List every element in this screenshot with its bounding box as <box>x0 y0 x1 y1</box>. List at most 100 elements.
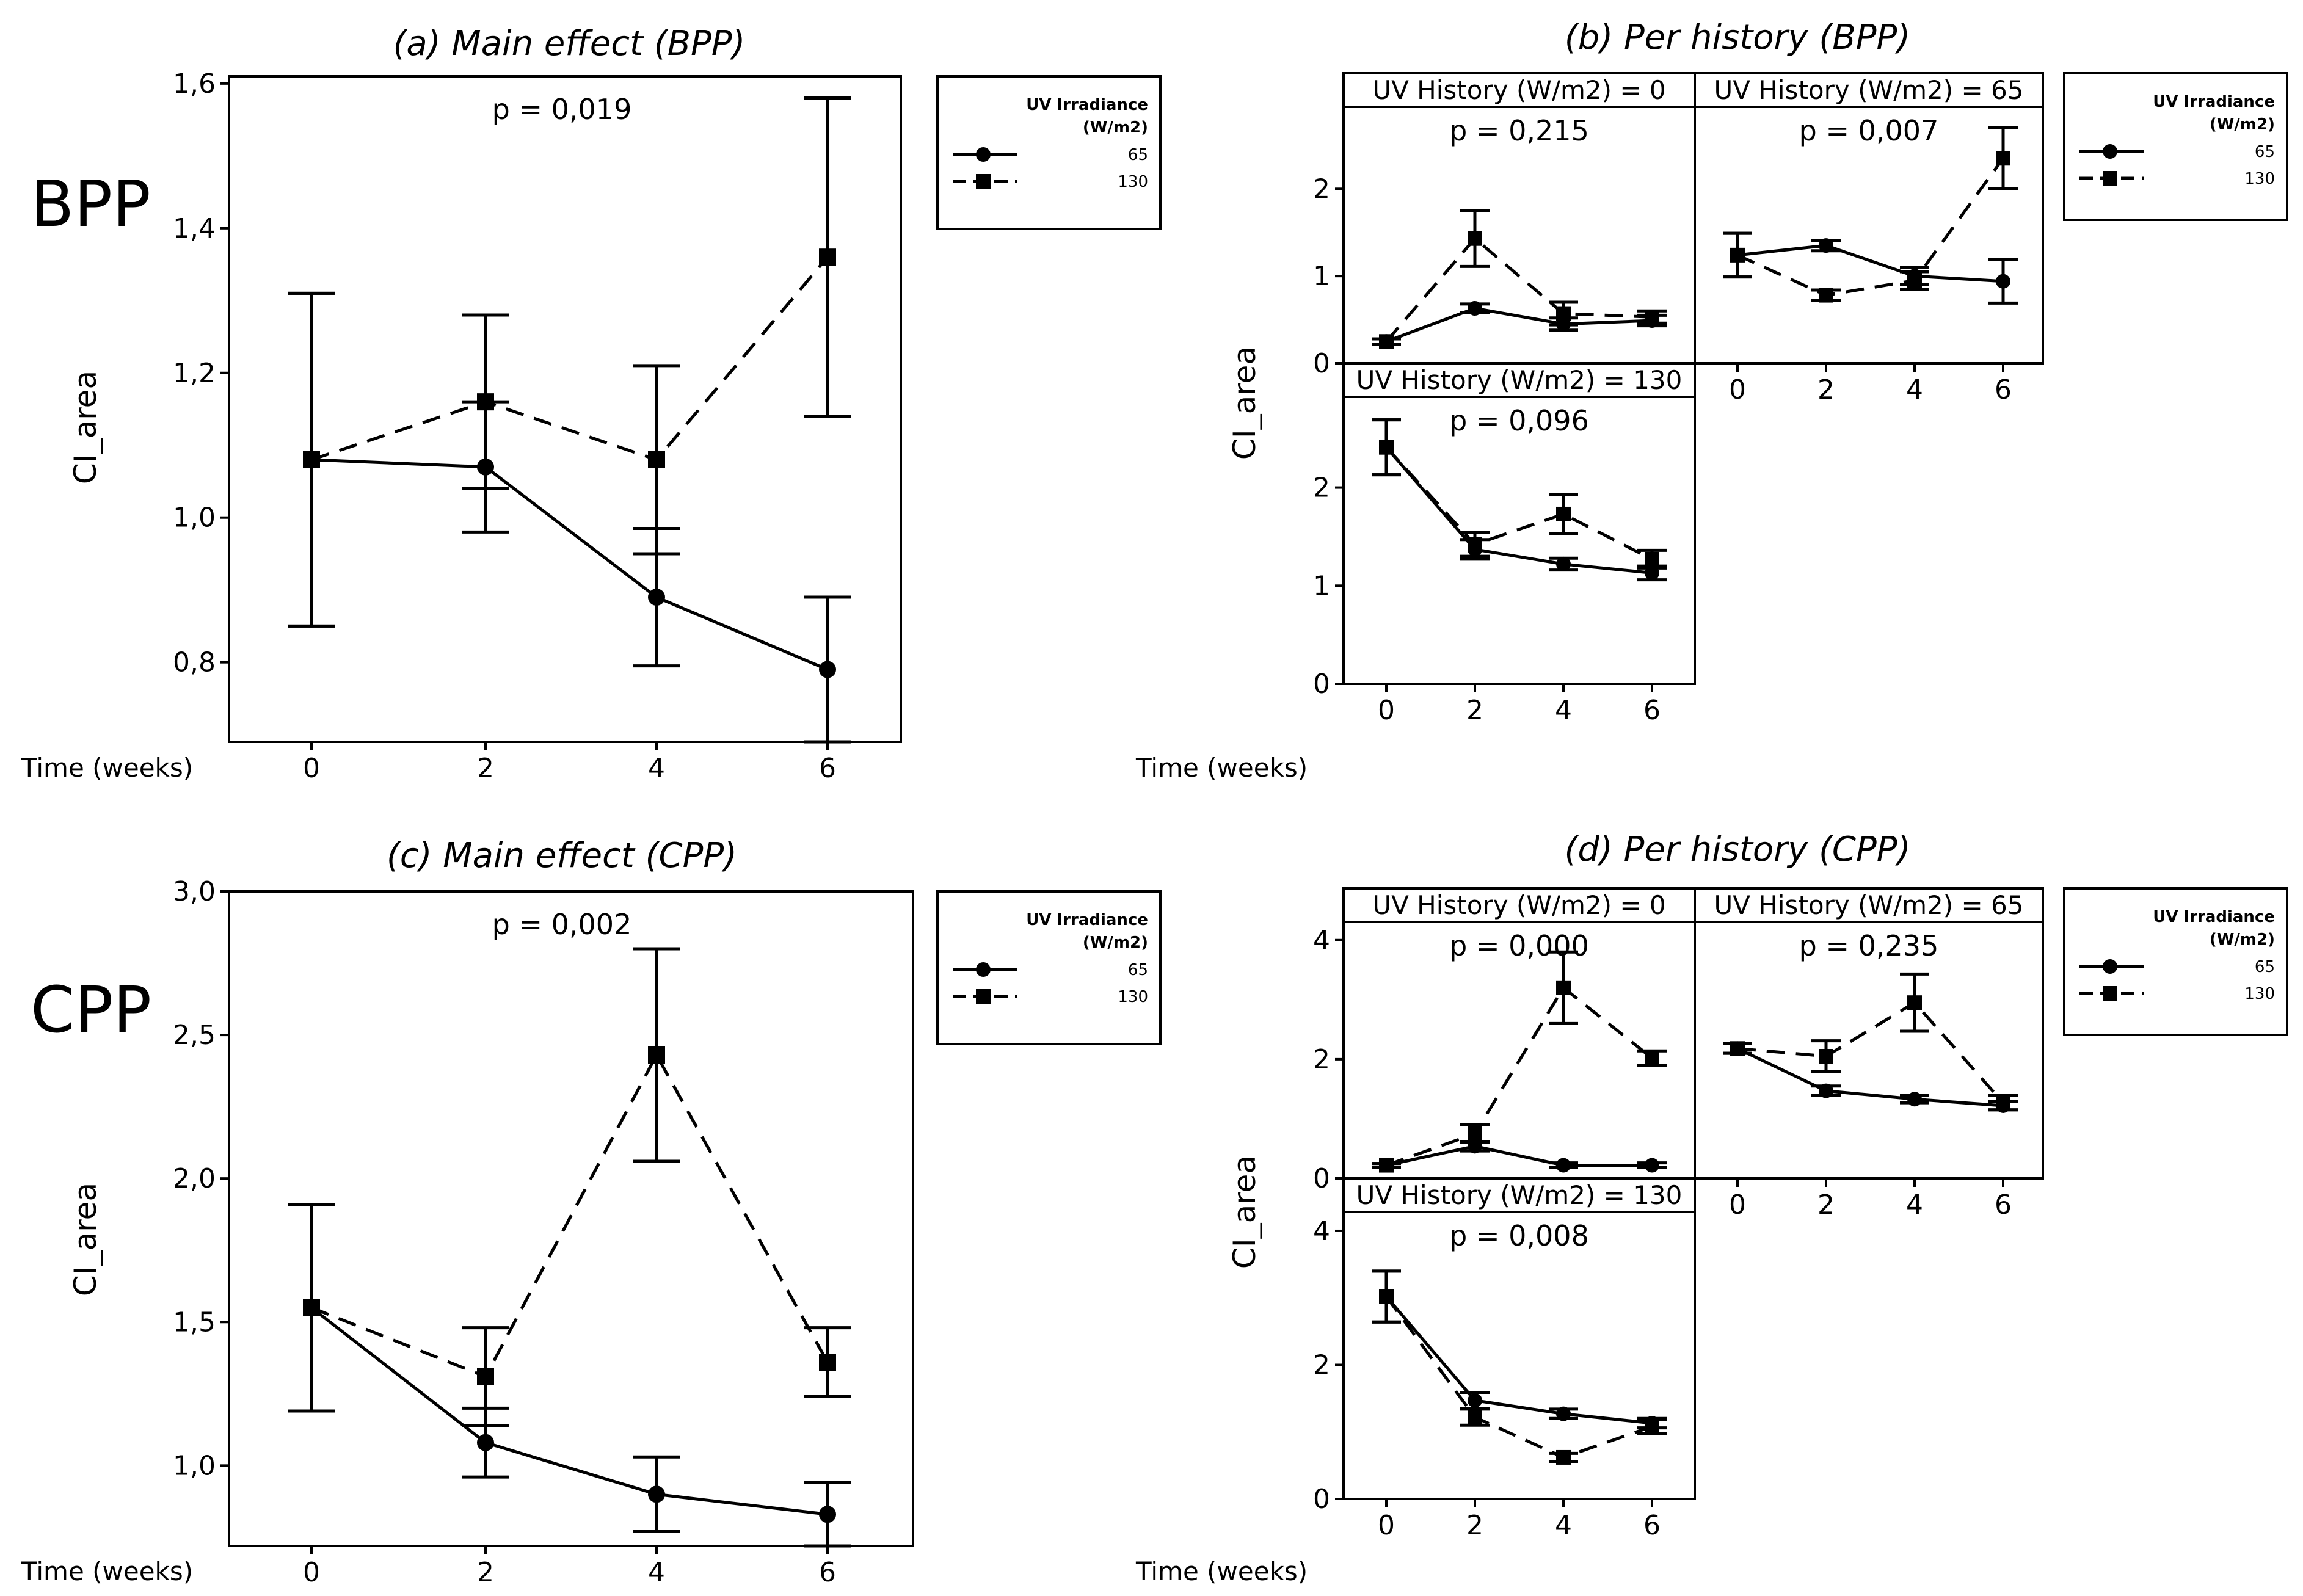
chart-d-panel-2-series-130-point-3 <box>1645 1419 1659 1434</box>
chart-d-panel-1-series-130-line <box>1737 1001 2004 1104</box>
chart-c-series-65-point-1 <box>477 1434 494 1451</box>
chart-b-panel-2-xtick-label-3: 6 <box>1643 695 1661 726</box>
chart-d-panel-1-series-130-point-1 <box>1819 1049 1833 1064</box>
chart-c-series-65-point-3 <box>819 1506 836 1523</box>
chart-c-xtick-label-0: 0 <box>303 1557 320 1588</box>
chart-d-panel-2-xtick-label-1: 2 <box>1466 1510 1483 1541</box>
chart-c-plot-frame <box>228 890 914 1547</box>
chart-b-legend-item-130: 130 <box>2244 170 2275 188</box>
chart-d-panel-0-series-130-point-0 <box>1379 1158 1394 1173</box>
chart-b-panel-0-series-65-point-1 <box>1468 301 1482 316</box>
chart-c-ytick-label-0: 1,0 <box>173 1450 216 1481</box>
chart-b-panel-2-series-130-point-1 <box>1468 537 1482 552</box>
chart-d-title: (d) Per history (CPP) <box>1565 830 1911 869</box>
row-label-bpp: BPP <box>31 167 151 241</box>
chart-a-plot-frame <box>228 75 902 743</box>
chart-b-panel-0-strip-label: UV History (W/m2) = 0 <box>1372 75 1665 105</box>
chart-d-panel-1-series-130-point-2 <box>1907 995 1922 1010</box>
chart-c-ytick-label-2: 2,0 <box>173 1163 216 1194</box>
chart-d-ylabel: CI_area <box>1227 1155 1262 1269</box>
chart-b-panel-0-ytick-label-1: 1 <box>1313 261 1330 292</box>
chart-b-panel-2-xtick-label-1: 2 <box>1466 695 1483 726</box>
chart-b-panel-0-pvalue: p = 0,215 <box>1449 114 1589 147</box>
chart-c-series-130-point-1 <box>477 1368 494 1385</box>
chart-c-series-130-line <box>311 1053 829 1379</box>
chart-b-legend-title: UV Irradiance <box>2153 93 2275 111</box>
chart-c-ytick-label-3: 2,5 <box>173 1020 216 1051</box>
chart-b-panel-1-series-65-point-3 <box>1996 274 2010 289</box>
chart-a-series-130-point-2 <box>648 451 665 468</box>
chart-a-xtick-label-1: 2 <box>477 753 494 784</box>
chart-b-legend-marker-130 <box>2103 171 2117 186</box>
chart-b-panel-0-series-130-point-1 <box>1468 231 1482 246</box>
chart-a-series-65-point-2 <box>648 589 665 606</box>
chart-b-panel-0-series-130-point-3 <box>1645 310 1659 325</box>
chart-d-panel-0-series-65-point-2 <box>1556 1158 1571 1173</box>
chart-d-panel-0-series-130-line <box>1386 986 1653 1167</box>
chart-d-panel-1-xtick-label-2: 4 <box>1906 1189 1923 1221</box>
chart-d-panel-1-xtick-label-0: 0 <box>1729 1189 1746 1221</box>
chart-a-series-65-line <box>311 458 828 671</box>
chart-c-ytick-label-4: 3,0 <box>173 876 216 907</box>
chart-b-panel-1-series-130-point-3 <box>1996 151 2010 166</box>
chart-d-panel-2-xtick-label-2: 4 <box>1555 1510 1572 1541</box>
chart-d-panel-1-series-130-point-0 <box>1730 1041 1745 1056</box>
chart-b-panel-2-pvalue: p = 0,096 <box>1449 404 1589 437</box>
chart-b-panel-2-strip <box>1342 362 1696 398</box>
chart-a-pvalue: p = 0,019 <box>492 93 632 126</box>
chart-c-title: (c) Main effect (CPP) <box>387 836 737 876</box>
chart-c-pvalue: p = 0,002 <box>492 908 632 941</box>
chart-a-ytick-label-1: 1,0 <box>173 502 216 534</box>
chart-c-series-65-point-2 <box>648 1485 665 1503</box>
chart-c-legend-marker-65 <box>976 962 991 977</box>
chart-d-panel-0-series-65-line <box>1386 1144 1652 1167</box>
chart-a-legend-marker-65 <box>976 147 991 162</box>
chart-d-legend-box <box>2063 887 2288 1036</box>
chart-a-legend-item-65: 65 <box>1128 146 1148 164</box>
chart-c-legend-subtitle: (W/m2) <box>1083 934 1148 952</box>
chart-d-xlabel: Time (weeks) <box>1135 1556 1308 1586</box>
chart-b-panel-0-strip <box>1342 72 1696 108</box>
row-label-cpp: CPP <box>31 973 151 1047</box>
chart-b-panel-1-series-130-line <box>1736 157 2005 297</box>
chart-d-panel-0-series-130-point-2 <box>1556 980 1571 995</box>
chart-b-panel-0-series-65-line <box>1386 307 1653 343</box>
chart-b-panel-1-pvalue: p = 0,007 <box>1799 114 1939 147</box>
chart-a-ytick-label-3: 1,4 <box>173 213 216 244</box>
chart-b-panel-0-ytick-label-0: 0 <box>1313 348 1330 379</box>
chart-c-legend-item-65: 65 <box>1128 961 1148 979</box>
chart-d-panel-2-series-65-point-1 <box>1468 1393 1482 1408</box>
chart-b-panel-2-xtick-label-0: 0 <box>1378 695 1395 726</box>
chart-b-panel-1-xtick-label-1: 2 <box>1817 374 1835 405</box>
chart-d-panel-1-strip-label: UV History (W/m2) = 65 <box>1714 890 2023 920</box>
chart-d-legend-item-130: 130 <box>2244 985 2275 1003</box>
chart-a-xtick-label-0: 0 <box>303 753 320 784</box>
chart-d-legend-marker-130 <box>2103 986 2117 1001</box>
chart-b-panel-0-series-130-point-0 <box>1379 334 1394 349</box>
chart-d-panel-0-series-65-point-3 <box>1645 1158 1659 1173</box>
chart-b-panel-2-strip-label: UV History (W/m2) = 130 <box>1356 365 1683 395</box>
chart-d-legend-marker-65 <box>2103 959 2117 974</box>
chart-b-panel-2-series-130-point-2 <box>1556 506 1571 521</box>
chart-a-ytick-label-4: 1,6 <box>173 68 216 100</box>
chart-b-panel-1-plot-frame <box>1694 106 2044 365</box>
chart-c-series-65-line <box>310 1306 828 1516</box>
chart-b-xlabel: Time (weeks) <box>1135 753 1308 783</box>
chart-b-panel-1-strip <box>1694 72 2044 108</box>
chart-a-xtick-label-3: 6 <box>819 753 836 784</box>
chart-a-xlabel: Time (weeks) <box>21 753 193 783</box>
chart-d-panel-2-xtick-label-0: 0 <box>1378 1510 1395 1541</box>
chart-c-ytick-label-1: 1,5 <box>173 1307 216 1338</box>
chart-b-panel-1-series-130-point-1 <box>1819 288 1833 303</box>
chart-d-panel-1-strip <box>1694 887 2044 923</box>
chart-c-series-130-point-0 <box>303 1299 320 1316</box>
chart-c-xtick-label-2: 4 <box>648 1557 665 1588</box>
chart-d-panel-0-pvalue: p = 0,000 <box>1449 929 1589 962</box>
chart-a-legend-subtitle: (W/m2) <box>1083 118 1148 137</box>
chart-b-panel-2-xtick-label-2: 4 <box>1555 695 1572 726</box>
chart-d-panel-0-series-130-point-1 <box>1468 1126 1482 1141</box>
chart-d-panel-2-series-65-line <box>1385 1295 1653 1425</box>
chart-b-legend-box <box>2063 72 2288 221</box>
chart-c-legend-title: UV Irradiance <box>1026 911 1148 929</box>
